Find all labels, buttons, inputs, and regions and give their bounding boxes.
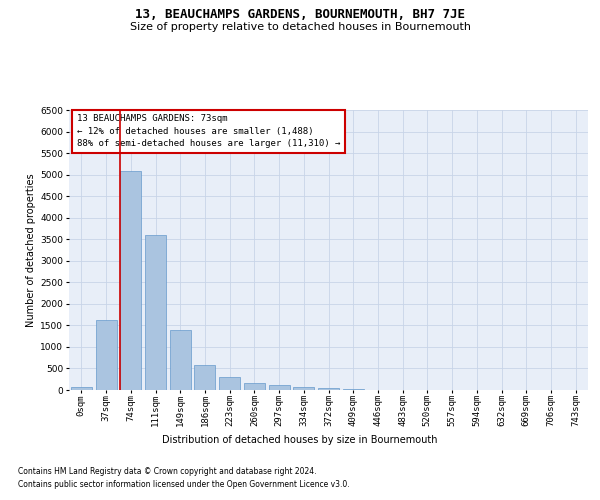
Bar bbox=[194, 364, 215, 390]
Text: Size of property relative to detached houses in Bournemouth: Size of property relative to detached ho… bbox=[130, 22, 470, 32]
Bar bbox=[219, 377, 240, 390]
Text: Contains HM Land Registry data © Crown copyright and database right 2024.: Contains HM Land Registry data © Crown c… bbox=[18, 468, 317, 476]
Text: 13, BEAUCHAMPS GARDENS, BOURNEMOUTH, BH7 7JE: 13, BEAUCHAMPS GARDENS, BOURNEMOUTH, BH7… bbox=[135, 8, 465, 20]
Text: 13 BEAUCHAMPS GARDENS: 73sqm
← 12% of detached houses are smaller (1,488)
88% of: 13 BEAUCHAMPS GARDENS: 73sqm ← 12% of de… bbox=[77, 114, 340, 148]
Bar bbox=[71, 387, 92, 390]
Bar bbox=[293, 387, 314, 390]
Bar bbox=[170, 330, 191, 390]
Y-axis label: Number of detached properties: Number of detached properties bbox=[26, 173, 36, 327]
Bar bbox=[318, 388, 339, 390]
Bar bbox=[244, 384, 265, 390]
Bar bbox=[343, 388, 364, 390]
Bar bbox=[269, 386, 290, 390]
Text: Contains public sector information licensed under the Open Government Licence v3: Contains public sector information licen… bbox=[18, 480, 350, 489]
Bar bbox=[120, 171, 141, 390]
Bar bbox=[145, 235, 166, 390]
Bar bbox=[95, 320, 116, 390]
Text: Distribution of detached houses by size in Bournemouth: Distribution of detached houses by size … bbox=[162, 435, 438, 445]
